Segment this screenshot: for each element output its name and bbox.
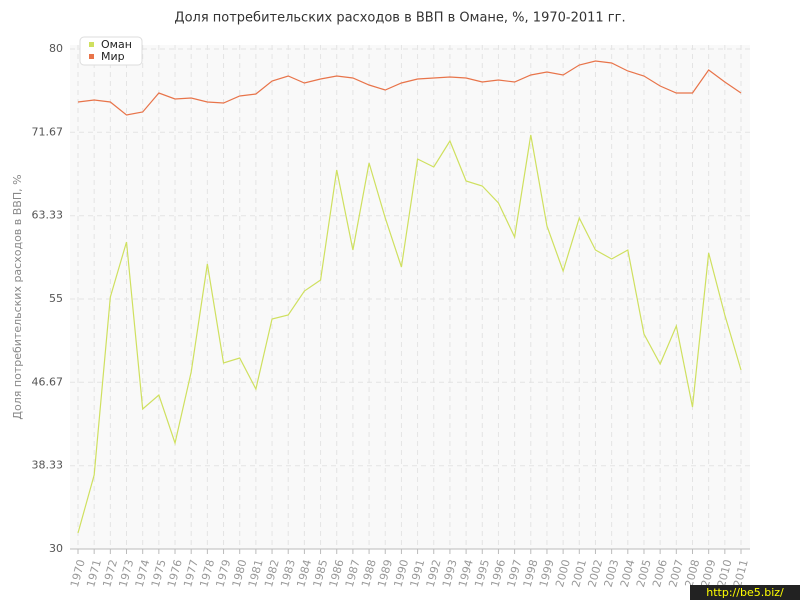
plot-area — [70, 45, 750, 549]
y-tick-label: 71.67 — [32, 125, 64, 138]
series-line — [77, 60, 742, 116]
legend — [79, 36, 143, 66]
chart-title: Доля потребительских расходов в ВВП в Ом… — [174, 11, 625, 26]
y-tick-label: 80 — [49, 42, 63, 55]
series-line — [77, 134, 742, 534]
y-axis-label: Доля потребительских расходов в ВВП, % — [11, 174, 24, 419]
y-tick-label: 38.33 — [32, 459, 64, 472]
legend-swatch — [89, 42, 94, 47]
legend-label: Мир — [101, 50, 125, 63]
watermark-bg — [690, 585, 800, 600]
watermark: http://be5.biz/ — [706, 586, 784, 599]
legend-label: Оман — [101, 38, 132, 51]
y-tick-label: 46.67 — [32, 375, 64, 388]
y-tick-label: 63.33 — [32, 209, 64, 222]
legend-swatch — [89, 54, 94, 59]
y-tick-label: 55 — [49, 292, 63, 305]
y-tick-label: 30 — [49, 542, 63, 555]
